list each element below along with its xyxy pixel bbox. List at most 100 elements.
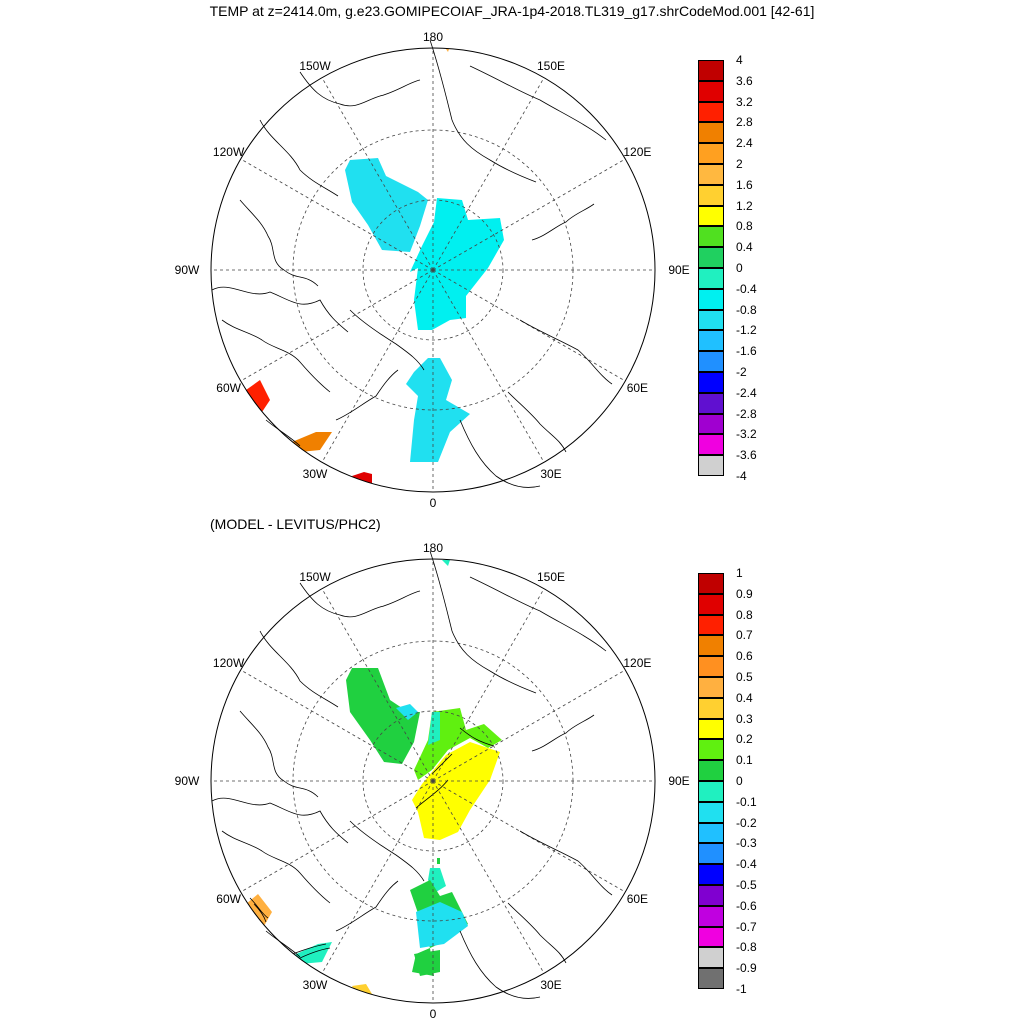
- meridian-line: [432, 158, 626, 271]
- central-arctic-green-patch: [346, 668, 420, 764]
- colorbar-swatch: [698, 434, 724, 456]
- longitude-label: 30W: [302, 978, 328, 993]
- graticule-difference: [211, 559, 655, 1003]
- longitude-label: 120W: [212, 145, 245, 159]
- colorbar-swatch: [698, 760, 724, 781]
- longitude-label: 30E: [540, 978, 562, 993]
- coastline: [519, 319, 613, 385]
- meridian-line: [321, 780, 434, 974]
- colorbar-swatch: [698, 455, 724, 476]
- colorbar-label: -0.5: [736, 878, 757, 892]
- irminger-orange-patch: [292, 432, 332, 452]
- colorbar-swatch: [698, 101, 724, 123]
- meridian-line: [432, 780, 545, 974]
- coastline: [507, 902, 567, 964]
- longitude-label: 90E: [668, 774, 690, 788]
- colorbar-swatch: [698, 351, 724, 372]
- meridian-line: [432, 669, 626, 782]
- colorbar-label: 0: [736, 261, 743, 275]
- colorbar-swatch: [698, 80, 724, 102]
- colorbar-label: 0.6: [736, 649, 753, 664]
- colorbar-swatch: [698, 905, 724, 927]
- coastline: [239, 199, 319, 287]
- meridian-line: [240, 780, 434, 893]
- coastlines-model: [211, 39, 613, 488]
- colorbar-label: -2.4: [736, 385, 757, 400]
- colorbar-swatch: [698, 739, 724, 761]
- colorbar-swatch: [698, 330, 724, 352]
- colorbar-swatch: [698, 885, 724, 906]
- colorbar-swatch: [698, 635, 724, 657]
- colorbar-swatch: [698, 926, 724, 948]
- longitude-label: 0: [429, 496, 437, 510]
- longitude-label: 90W: [174, 774, 200, 788]
- meridian-line: [432, 269, 545, 463]
- colorbar-swatch: [698, 822, 724, 844]
- coastline: [335, 369, 399, 421]
- iceland-red-patch: [352, 472, 372, 486]
- coastline: [519, 830, 613, 896]
- coastline: [211, 797, 349, 844]
- latitude-circle: [362, 710, 504, 852]
- colorbar-label: -3.6: [736, 448, 757, 463]
- colorbar-label: -0.9: [736, 961, 757, 976]
- colorbar-swatch: [698, 372, 724, 393]
- colorbar-label: -1: [736, 982, 747, 996]
- colorbar-label: 0.4: [736, 240, 753, 255]
- coastline: [459, 419, 541, 488]
- colorbar-swatch: [698, 843, 724, 865]
- colorbar-label: 0.4: [736, 690, 753, 705]
- colorbar-label: -0.8: [736, 302, 757, 317]
- colorbar-swatch: [698, 864, 724, 885]
- coastline: [265, 419, 301, 447]
- colorbar-swatch: [698, 593, 724, 615]
- longitude-label: 90W: [174, 263, 200, 277]
- coastline: [299, 71, 421, 107]
- coastline: [531, 203, 595, 241]
- longitude-label: 60E: [626, 381, 649, 395]
- eurasian-basin-yellow-patch: [412, 742, 500, 840]
- colorbar-swatch: [698, 573, 724, 594]
- meridian-line: [240, 158, 434, 271]
- longitude-label: 30W: [302, 467, 328, 482]
- longitude-label: 150W: [299, 569, 331, 584]
- colorbar-swatch: [698, 968, 724, 989]
- colorbar-swatch: [698, 247, 724, 268]
- colorbar-label: 0.8: [736, 607, 753, 622]
- coastline: [349, 820, 425, 882]
- colorbar-label: 0.5: [736, 670, 753, 684]
- coastline: [259, 630, 339, 708]
- colorbar-swatch: [698, 656, 724, 677]
- colorbar-label: 4: [736, 53, 743, 67]
- coastline: [211, 286, 349, 333]
- colorbar-label: -1.2: [736, 323, 757, 338]
- colorbar-label: 1: [736, 566, 743, 580]
- longitude-label: 60W: [216, 381, 241, 395]
- eurasian-basin-cyan-patch: [410, 198, 504, 330]
- colorbar-label: 1.6: [736, 177, 753, 192]
- longitude-label: 150E: [536, 58, 566, 73]
- colorbar-label: 3.2: [736, 94, 753, 109]
- colorbar-swatch: [698, 677, 724, 698]
- colorbar-label: -0.1: [736, 794, 757, 809]
- coastline: [239, 710, 319, 798]
- latitude-circle: [362, 199, 504, 341]
- colorbar-swatch: [698, 697, 724, 719]
- colorbar-swatch: [698, 268, 724, 289]
- colorbar-label: -4: [736, 469, 747, 483]
- map-boundary-model: [210, 47, 656, 493]
- longitude-label: 120E: [623, 656, 652, 670]
- colorbar-swatch: [698, 309, 724, 331]
- colorbar-label: 0: [736, 774, 743, 788]
- longitude-label: 150E: [536, 569, 566, 584]
- colorbar-label: 2.8: [736, 115, 753, 130]
- map-boundary-difference: [210, 558, 656, 1004]
- colorbar-label: 0.8: [736, 219, 753, 234]
- colorbar-label: -0.6: [736, 898, 757, 913]
- panel-subtitle: (MODEL - LEVITUS/PHC2): [210, 516, 381, 532]
- longitude-label: 180: [422, 30, 444, 44]
- longitude-label: 150W: [299, 58, 331, 73]
- colorbar-swatch: [698, 614, 724, 636]
- colorbar-label: 0.3: [736, 711, 753, 726]
